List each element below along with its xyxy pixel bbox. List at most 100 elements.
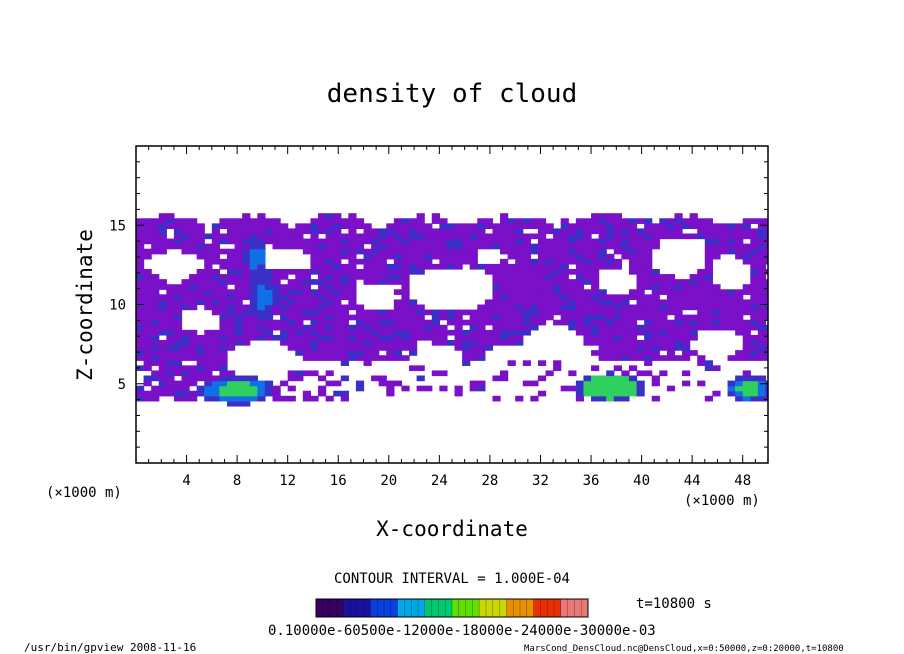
contour-cell: [424, 228, 433, 235]
contour-cell: [325, 329, 334, 336]
contour-cell: [234, 289, 243, 295]
contour-cell: [158, 279, 167, 285]
contour-cell: [151, 304, 160, 311]
contour-cell: [575, 329, 585, 336]
contour-cell: [257, 248, 266, 255]
contour-cell: [158, 304, 167, 311]
contour-cell: [674, 340, 683, 346]
contour-cell: [204, 355, 213, 361]
contour-cell: [234, 274, 243, 280]
contour-cell: [409, 334, 418, 341]
contour-cell: [644, 233, 653, 240]
contour-cell: [211, 299, 221, 306]
contour-cell: [386, 233, 395, 240]
contour-cell: [689, 329, 698, 336]
contour-cell: [439, 218, 448, 224]
contour-cell: [568, 319, 577, 326]
contour-cell: [181, 340, 190, 346]
contour-cell: [704, 243, 713, 250]
contour-cell: [735, 223, 744, 230]
contour-cell: [280, 294, 289, 301]
contour-cell: [401, 279, 410, 285]
contour-cell: [727, 238, 736, 245]
contour-cell: [378, 355, 387, 361]
contour-cell: [469, 345, 478, 351]
contour-cell: [575, 294, 585, 301]
contour-cell: [257, 284, 266, 290]
contour-cell: [143, 253, 152, 260]
contour-cell: [606, 380, 615, 387]
contour-cell: [310, 299, 319, 306]
contour-cell: [340, 284, 349, 290]
colorbar-swatch: [418, 599, 426, 617]
contour-cell: [492, 304, 501, 311]
contour-cell: [560, 218, 569, 224]
contour-cell: [249, 385, 258, 392]
contour-cell: [166, 380, 175, 387]
contour-cell: [424, 238, 433, 245]
contour-cell: [613, 380, 622, 387]
contour-cell: [287, 284, 296, 290]
contour-cell: [568, 324, 577, 331]
contour-cell: [575, 253, 585, 260]
contour-cell: [598, 304, 607, 311]
contour-cell: [401, 248, 410, 255]
contour-cell: [477, 314, 486, 321]
contour-cell: [181, 365, 190, 372]
contour-cell: [689, 213, 698, 219]
contour-cell: [697, 284, 706, 290]
contour-cell: [568, 299, 577, 306]
contour-cell: [196, 248, 205, 255]
contour-cell: [295, 243, 304, 250]
contour-cell: [136, 299, 145, 306]
contour-cell: [393, 253, 403, 260]
contour-cell: [227, 329, 236, 336]
contour-cell: [765, 314, 768, 321]
contour-cell: [318, 274, 327, 280]
contour-cell: [272, 223, 281, 230]
contour-cell: [697, 319, 706, 326]
contour-cell: [227, 319, 236, 326]
contour-cell: [621, 334, 630, 341]
contour-cell: [310, 218, 319, 224]
contour-cell: [712, 233, 721, 240]
contour-cell: [636, 263, 645, 270]
contour-cell: [204, 243, 213, 250]
contour-cell: [386, 329, 395, 336]
contour-cell: [318, 329, 327, 336]
contour-cell: [742, 248, 751, 255]
contour-cell: [522, 268, 531, 275]
contour-cell: [333, 243, 342, 250]
contour-cell: [272, 268, 281, 275]
contour-cell: [257, 274, 266, 280]
contour-cell: [606, 370, 615, 377]
contour-cell: [181, 243, 190, 250]
contour-cell: [189, 395, 198, 402]
contour-cell: [750, 284, 759, 290]
contour-cell: [500, 233, 509, 240]
contour-cell: [477, 329, 486, 336]
contour-cell: [591, 213, 600, 219]
contour-cell: [181, 395, 190, 402]
contour-cell: [750, 233, 759, 240]
contour-cell: [181, 223, 190, 230]
contour-cell: [340, 279, 349, 285]
contour-cell: [302, 395, 312, 402]
contour-cell: [333, 390, 342, 397]
contour-cell: [598, 228, 607, 235]
contour-cell: [158, 365, 167, 372]
contour-cell: [318, 314, 327, 321]
contour-cell: [500, 294, 509, 301]
contour-cell: [613, 314, 622, 321]
contour-cell: [712, 248, 721, 255]
contour-cell: [500, 289, 509, 295]
contour-cell: [431, 233, 440, 240]
contour-cell: [173, 299, 183, 306]
contour-cell: [310, 289, 319, 295]
contour-cell: [689, 324, 698, 331]
contour-cell: [636, 309, 645, 316]
contour-cell: [386, 223, 395, 230]
contour-cell: [302, 314, 312, 321]
contour-cell: [378, 314, 387, 321]
contour-cell: [371, 355, 380, 361]
